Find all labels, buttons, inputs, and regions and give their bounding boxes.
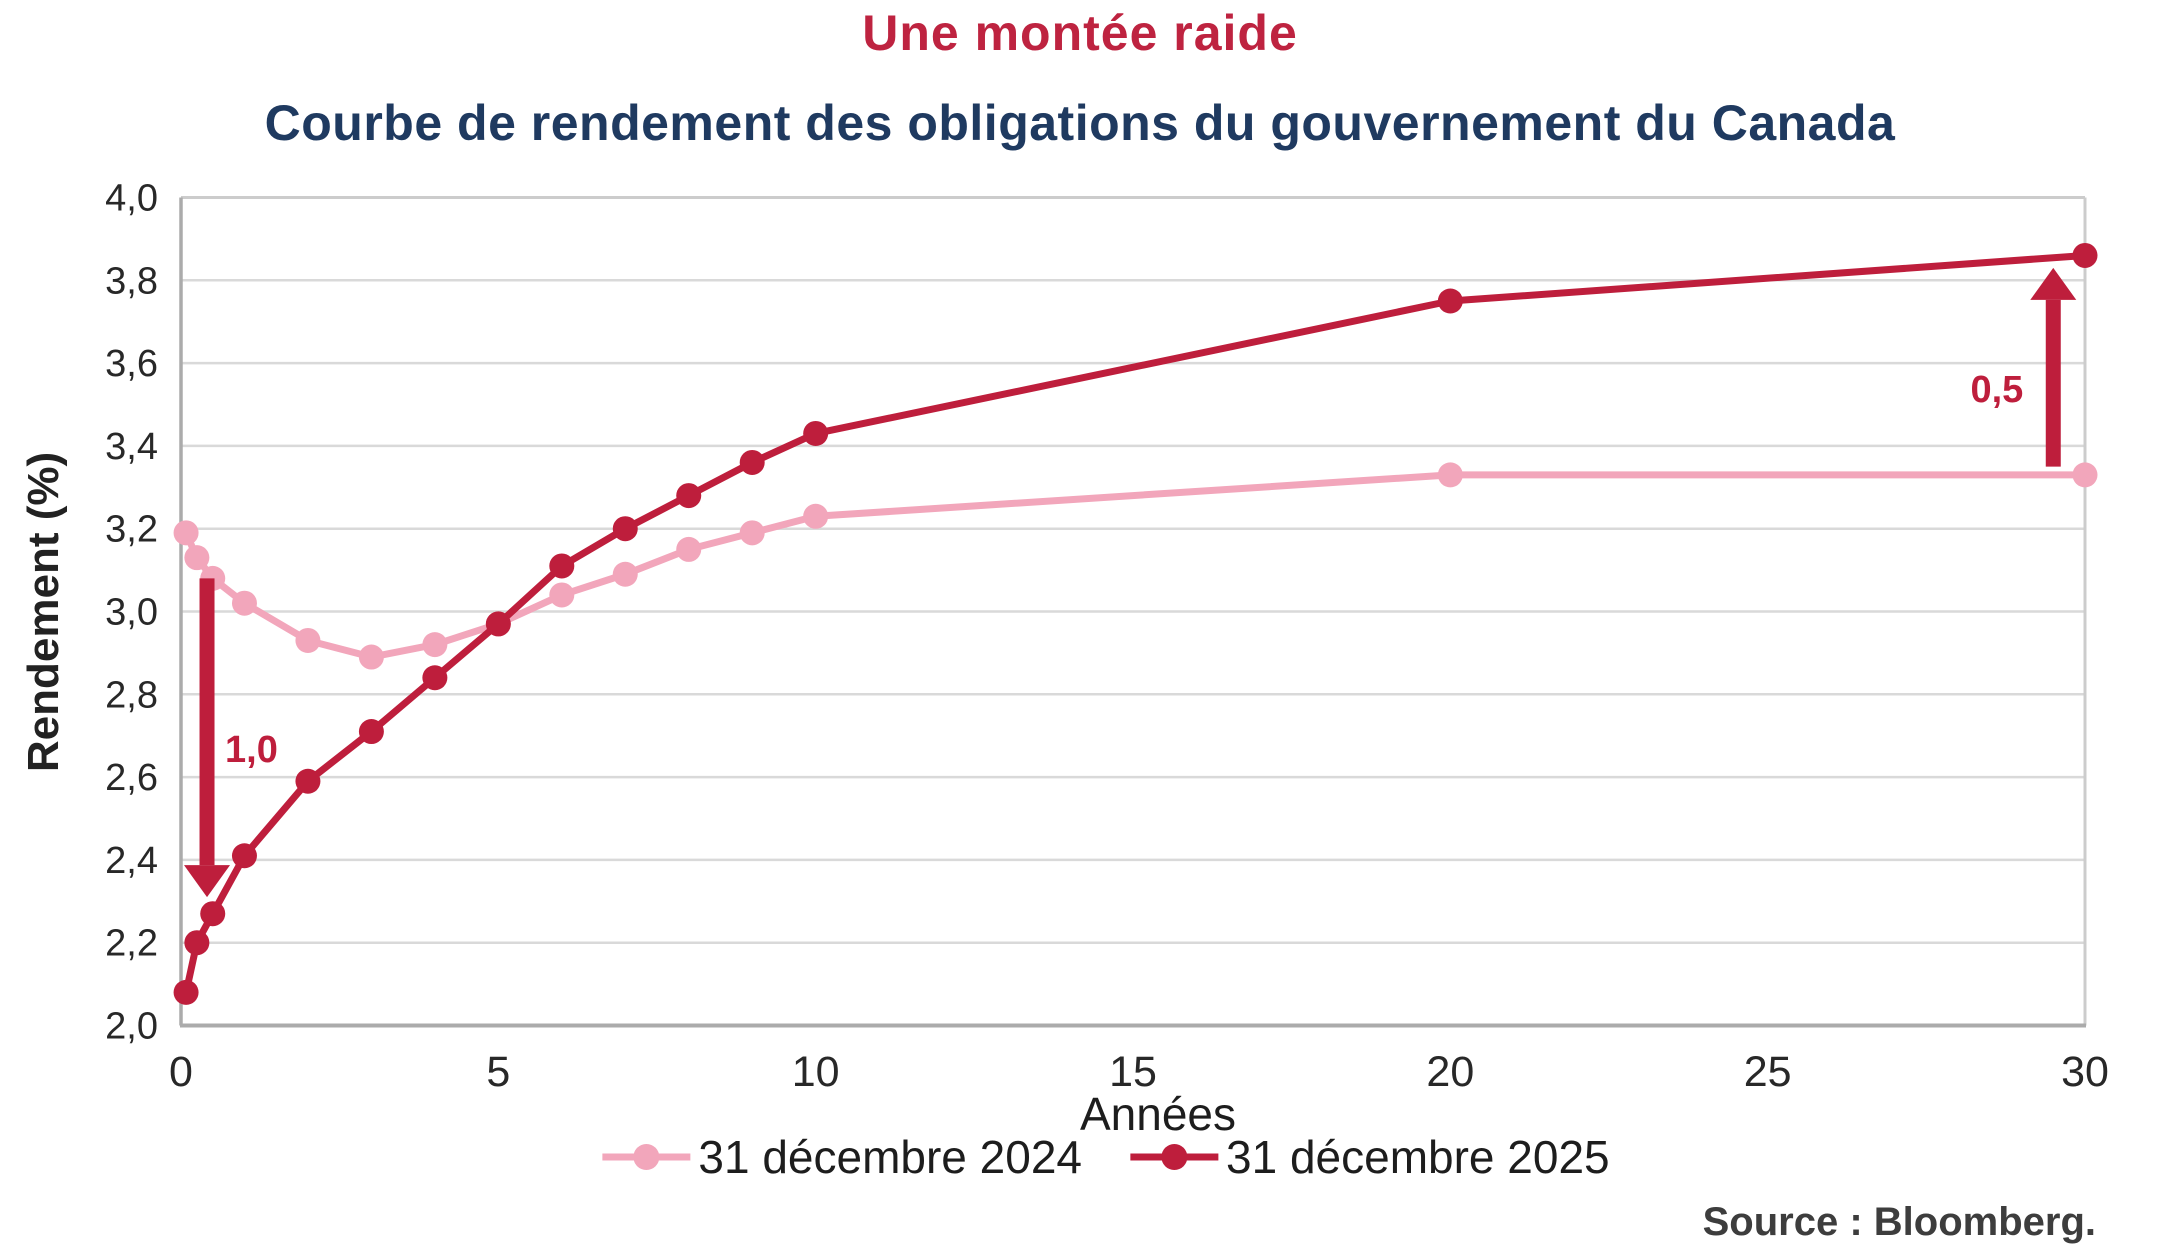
y-tick-label-2,0: 2,0 xyxy=(105,1006,158,1048)
data-point-s0-10 xyxy=(676,536,702,562)
data-point-s0-0 xyxy=(173,520,199,546)
data-point-s1-5 xyxy=(358,719,384,745)
legend-label-2025: 31 décembre 2025 xyxy=(1226,1131,1610,1183)
x-tick-label-0: 0 xyxy=(169,1048,193,1096)
data-point-s1-12 xyxy=(803,420,829,446)
data-point-s0-4 xyxy=(295,627,321,653)
y-axis-title: Rendement (%) xyxy=(19,451,68,773)
data-point-s0-14 xyxy=(2072,462,2098,488)
y-tick-label-3,0: 3,0 xyxy=(105,592,158,634)
data-point-s1-9 xyxy=(612,516,638,542)
data-point-s0-8 xyxy=(549,582,575,608)
data-point-s0-5 xyxy=(358,644,384,670)
x-tick-label-15: 15 xyxy=(1109,1048,1157,1096)
data-point-s0-11 xyxy=(739,520,765,546)
data-point-s1-8 xyxy=(549,553,575,579)
source-credit: Source : Bloomberg. xyxy=(1702,1200,2096,1244)
series-line-1 xyxy=(182,251,2086,994)
y-tick-label-3,2: 3,2 xyxy=(105,509,158,551)
data-point-s1-14 xyxy=(2072,242,2098,268)
data-point-s0-6 xyxy=(422,632,448,658)
y-tick-label-2,8: 2,8 xyxy=(105,674,158,716)
y-tick-label-3,4: 3,4 xyxy=(105,426,158,468)
y-tick-label-2,2: 2,2 xyxy=(105,923,158,965)
legend: 31 décembre 2024 31 décembre 2025 xyxy=(600,1130,1610,1184)
y-tick-label-3,8: 3,8 xyxy=(105,260,158,302)
data-point-s1-4 xyxy=(295,768,321,794)
data-point-s1-10 xyxy=(676,483,702,509)
legend-label-2024: 31 décembre 2024 xyxy=(698,1131,1082,1183)
chart-subtitle: Courbe de rendement des obligations du g… xyxy=(264,95,1896,151)
y-tick-label-4,0: 4,0 xyxy=(105,178,158,220)
legend-marker-2024-icon xyxy=(600,1142,692,1172)
legend-marker-2025-icon xyxy=(1128,1142,1220,1172)
x-tick-label-20: 20 xyxy=(1426,1048,1474,1096)
legend-item-2024: 31 décembre 2024 xyxy=(600,1130,1082,1184)
data-point-s1-13 xyxy=(1437,288,1463,314)
data-point-s0-1 xyxy=(184,545,210,571)
annotation-arrow-head-0 xyxy=(184,865,231,898)
y-tick-label-2,6: 2,6 xyxy=(105,757,158,799)
annotation-label-1: 0,5 xyxy=(1970,369,2023,411)
data-point-s1-7 xyxy=(485,611,511,637)
data-point-s0-12 xyxy=(803,503,829,529)
data-point-s1-3 xyxy=(231,843,257,869)
chart-title: Une montée raide xyxy=(862,5,1298,61)
annotation-arrow-head-1 xyxy=(2030,267,2077,300)
data-point-s1-6 xyxy=(422,665,448,691)
series-line-0 xyxy=(182,471,2085,661)
y-tick-label-2,4: 2,4 xyxy=(105,840,158,882)
data-point-s0-3 xyxy=(231,590,257,616)
legend-dot-2024 xyxy=(633,1144,660,1170)
legend-dot-2025 xyxy=(1161,1144,1187,1170)
x-tick-label-30: 30 xyxy=(2061,1048,2109,1096)
data-point-s1-1 xyxy=(184,930,210,956)
x-tick-label-25: 25 xyxy=(1744,1048,1792,1096)
x-tick-label-10: 10 xyxy=(792,1048,840,1096)
y-tick-label-3,6: 3,6 xyxy=(105,343,158,385)
x-tick-label-5: 5 xyxy=(486,1048,510,1096)
data-point-s1-11 xyxy=(739,449,765,475)
data-point-s0-13 xyxy=(1437,462,1463,488)
annotation-label-0: 1,0 xyxy=(225,729,278,771)
legend-item-2025: 31 décembre 2025 xyxy=(1128,1130,1610,1184)
data-point-s1-0 xyxy=(173,979,199,1005)
data-point-s0-9 xyxy=(612,561,638,587)
data-point-s1-2 xyxy=(200,901,226,927)
x-axis-title: Années xyxy=(1079,1088,1237,1140)
